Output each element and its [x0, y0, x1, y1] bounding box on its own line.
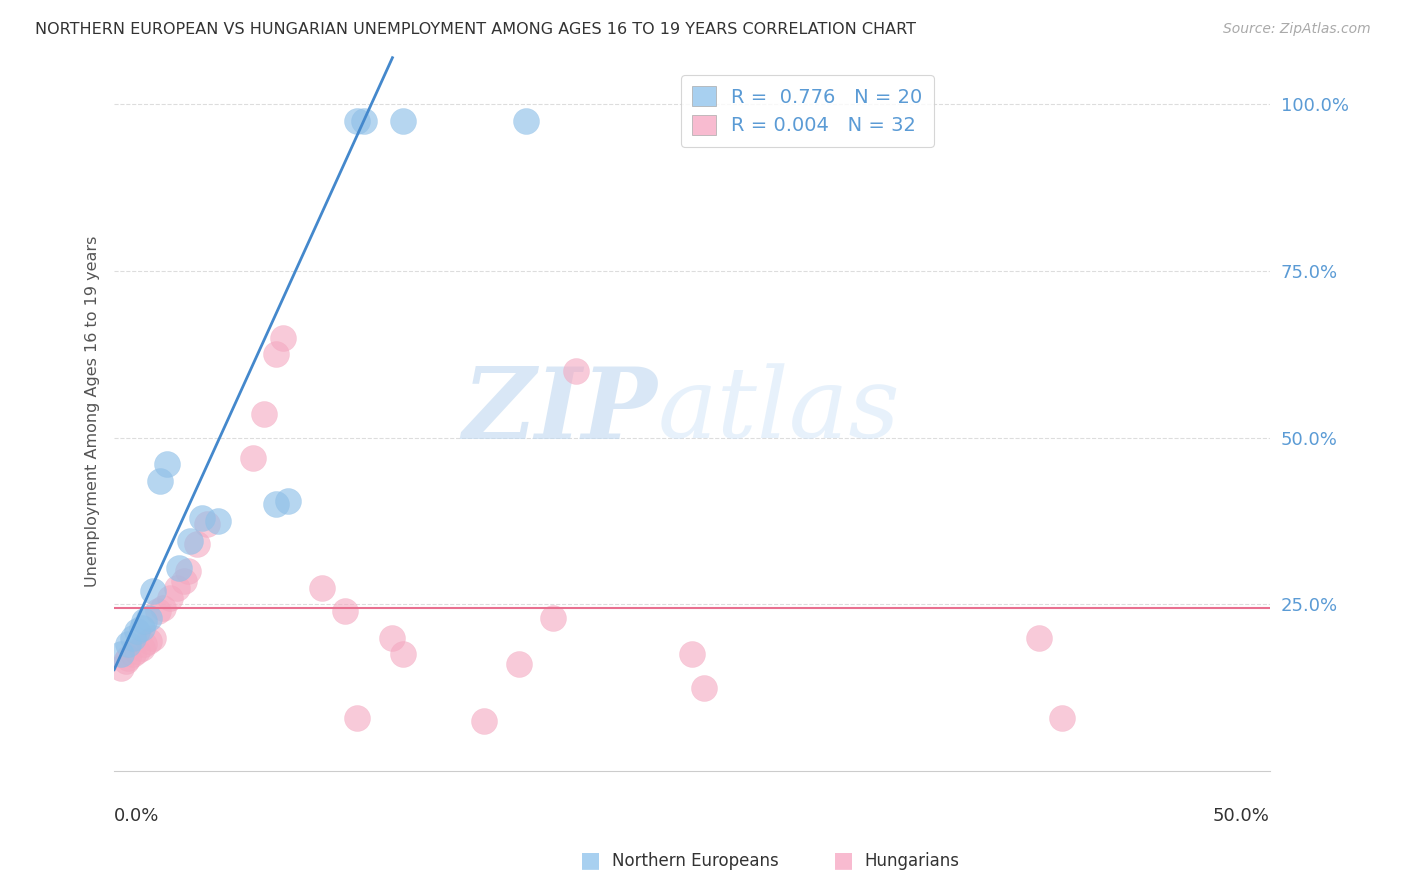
- Point: [353, 113, 375, 128]
- Point: [392, 113, 415, 128]
- Point: [121, 648, 143, 662]
- Point: [242, 450, 264, 465]
- Point: [692, 681, 714, 695]
- Point: [253, 407, 276, 421]
- Text: 0.0%: 0.0%: [114, 807, 159, 825]
- Point: [146, 604, 169, 618]
- Point: [117, 637, 139, 651]
- Point: [346, 711, 368, 725]
- Point: [131, 640, 153, 655]
- Point: [134, 614, 156, 628]
- Point: [110, 648, 132, 662]
- Point: [127, 644, 149, 658]
- Point: [543, 610, 565, 624]
- Point: [173, 574, 195, 588]
- Point: [149, 474, 172, 488]
- Point: [152, 600, 174, 615]
- Point: [177, 564, 200, 578]
- Point: [508, 657, 530, 672]
- Point: [114, 654, 136, 668]
- Point: [271, 330, 294, 344]
- Point: [515, 113, 537, 128]
- Text: NORTHERN EUROPEAN VS HUNGARIAN UNEMPLOYMENT AMONG AGES 16 TO 19 YEARS CORRELATIO: NORTHERN EUROPEAN VS HUNGARIAN UNEMPLOYM…: [35, 22, 917, 37]
- Point: [392, 648, 415, 662]
- Text: atlas: atlas: [657, 363, 900, 458]
- Point: [117, 650, 139, 665]
- Point: [156, 457, 179, 471]
- Point: [276, 494, 298, 508]
- Text: Hungarians: Hungarians: [865, 852, 960, 870]
- Point: [127, 624, 149, 638]
- Point: [166, 581, 188, 595]
- Point: [142, 584, 165, 599]
- Point: [311, 581, 333, 595]
- Text: Source: ZipAtlas.com: Source: ZipAtlas.com: [1223, 22, 1371, 37]
- Point: [110, 661, 132, 675]
- Point: [179, 533, 201, 548]
- Point: [346, 113, 368, 128]
- Point: [131, 621, 153, 635]
- Text: ZIP: ZIP: [463, 363, 657, 459]
- Point: [138, 634, 160, 648]
- Point: [681, 648, 703, 662]
- Point: [1050, 711, 1073, 725]
- Point: [159, 591, 181, 605]
- Point: [380, 631, 402, 645]
- Point: [142, 631, 165, 645]
- Point: [186, 537, 208, 551]
- Text: ■: ■: [834, 850, 853, 870]
- Point: [138, 610, 160, 624]
- Point: [134, 637, 156, 651]
- Text: ■: ■: [581, 850, 600, 870]
- Point: [207, 514, 229, 528]
- Point: [472, 714, 495, 728]
- Text: 50.0%: 50.0%: [1213, 807, 1270, 825]
- Point: [167, 560, 190, 574]
- Point: [264, 347, 287, 361]
- Point: [335, 604, 357, 618]
- Y-axis label: Unemployment Among Ages 16 to 19 years: Unemployment Among Ages 16 to 19 years: [86, 235, 100, 587]
- Legend: R =  0.776   N = 20, R = 0.004   N = 32: R = 0.776 N = 20, R = 0.004 N = 32: [681, 75, 934, 147]
- Point: [1028, 631, 1050, 645]
- Point: [191, 510, 214, 524]
- Point: [195, 517, 218, 532]
- Text: Northern Europeans: Northern Europeans: [612, 852, 779, 870]
- Point: [565, 364, 588, 378]
- Point: [121, 631, 143, 645]
- Point: [264, 497, 287, 511]
